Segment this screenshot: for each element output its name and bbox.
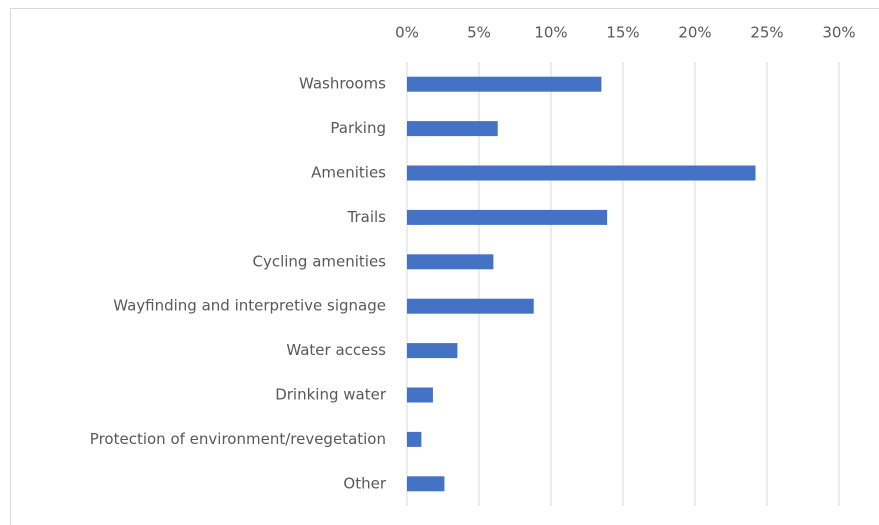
x-tick-label: 5% (467, 24, 491, 42)
x-tick-label: 30% (822, 24, 855, 42)
bar (407, 254, 494, 270)
y-tick-label: Drinking water (275, 386, 387, 404)
bar (407, 209, 608, 225)
bar (407, 343, 458, 359)
x-tick-label: 15% (606, 24, 639, 42)
x-tick-label: 10% (534, 24, 567, 42)
bar (407, 165, 756, 181)
x-tick-label: 25% (750, 24, 783, 42)
bar (407, 476, 445, 492)
x-tick-label: 20% (678, 24, 711, 42)
y-tick-label: Other (343, 474, 386, 492)
y-tick-label: Wayfinding and interpretive signage (113, 297, 386, 315)
y-tick-label: Protection of environment/revegetation (90, 430, 386, 448)
bar (407, 121, 498, 137)
bar (407, 298, 534, 314)
bar (407, 76, 602, 92)
y-tick-label: Washrooms (299, 75, 386, 93)
y-tick-label: Parking (330, 119, 386, 137)
y-tick-label: Water access (286, 341, 386, 359)
y-tick-label: Trails (347, 208, 387, 226)
bar (407, 431, 422, 447)
x-tick-label: 0% (395, 24, 419, 42)
y-tick-label: Cycling amenities (252, 252, 386, 270)
y-tick-label: Amenities (311, 164, 386, 182)
bar (407, 387, 433, 403)
